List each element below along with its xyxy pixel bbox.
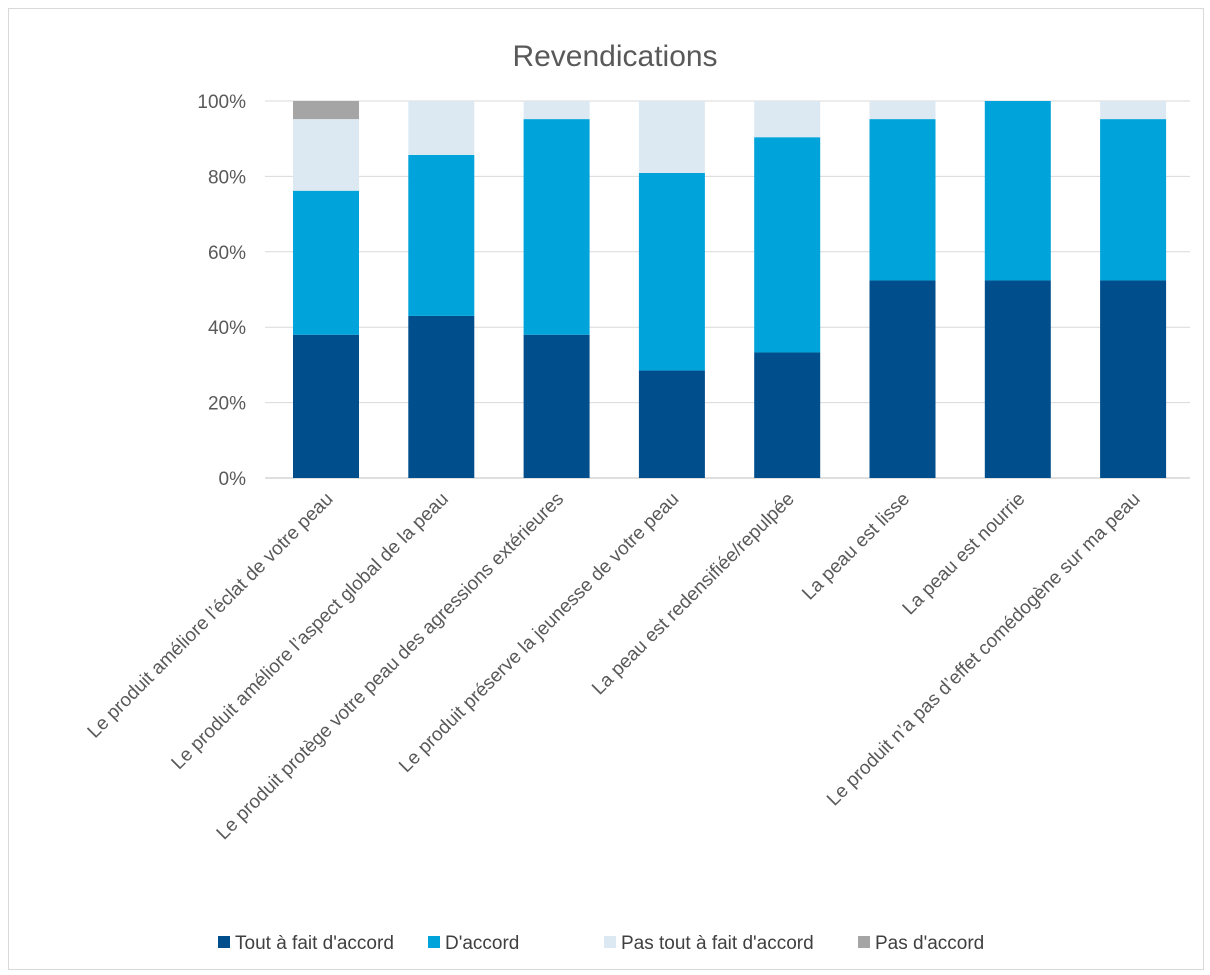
bar-segment [1100,280,1167,478]
bar-segment [869,119,936,281]
legend-label: Pas tout à fait d'accord [621,933,814,954]
y-tick-label: 80% [208,167,246,188]
legend-item: Tout à fait d'accord [218,933,394,954]
legend-swatch [428,936,440,948]
bar-segment [1100,101,1167,120]
bar-segment [293,119,359,191]
bar-segment [408,154,475,316]
bar-segment [754,352,821,478]
y-tick-label: 20% [208,394,246,415]
legend-item: Pas d'accord [858,933,984,954]
bar-segment [293,190,359,335]
x-tick-label: La peau est nourrie [899,489,1030,620]
y-tick-label: 60% [208,243,246,264]
x-tick-label: La peau est redensifiée/repulpée [588,489,799,700]
bar-segment [984,101,1051,281]
y-axis: 0% 20% 40% 60% 80% 100% [197,92,246,490]
bar-segment [523,119,590,335]
legend-swatch [604,936,616,948]
bar-segment [293,334,359,478]
legend: Tout à fait d'accord D'accord Pas tout à f… [218,933,984,954]
bar-segment [408,315,475,478]
bar-segment [638,101,705,174]
legend-item: Pas tout à fait d'accord [604,933,814,954]
y-tick-label: 0% [219,469,247,490]
bars [293,101,1167,478]
legend-label: Tout à fait d'accord [235,933,394,954]
bar-segment [638,173,705,371]
x-tick-label: Le produit améliore l’éclat de votre pea… [84,489,338,743]
chart-title: Revendications [512,40,717,73]
bar-segment [293,101,359,120]
bar-segment [984,280,1051,478]
legend-swatch [858,936,870,948]
bar-segment [408,101,475,155]
legend-item: D'accord [428,933,519,954]
bar-segment [869,101,936,120]
gridlines [265,100,1190,479]
bar-segment [638,370,705,478]
x-tick-label: La peau est lisse [798,489,914,605]
legend-swatch [218,936,230,948]
bar-segment [754,101,821,138]
bar-segment [754,137,821,353]
legend-label: Pas d'accord [875,933,984,954]
bar-segment [523,101,590,120]
bar-segment [523,334,590,478]
legend-label: D'accord [445,933,519,954]
bar-segment [1100,119,1167,281]
y-tick-label: 100% [197,92,246,113]
bar-segment [869,280,936,478]
x-axis: Le produit améliore l’éclat de votre pea… [84,489,1145,844]
y-tick-label: 40% [208,318,246,339]
